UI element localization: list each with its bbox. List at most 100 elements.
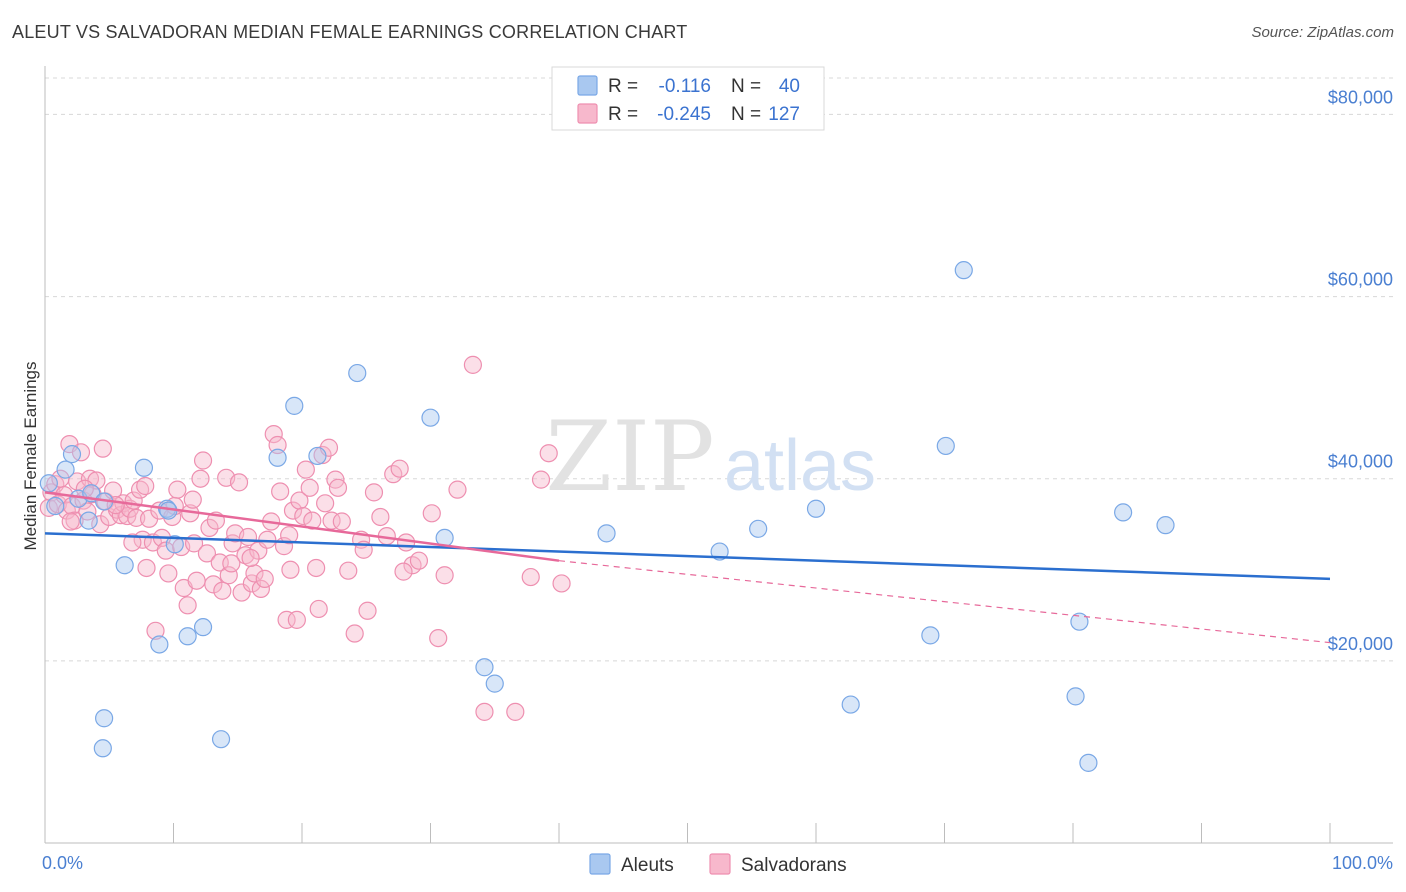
aleut-point — [308, 446, 327, 466]
salvadoran-point — [146, 621, 165, 640]
salvadoran-point — [268, 435, 287, 455]
salvadoran-point — [232, 583, 251, 602]
salvadoran-point — [168, 480, 187, 499]
salvadoran-point — [316, 494, 335, 513]
aleut-point — [749, 519, 768, 538]
aleut-point — [150, 635, 169, 654]
salvadoran-point — [156, 541, 175, 560]
y-tick-label: $80,000 — [1328, 87, 1393, 107]
axes — [44, 66, 1393, 844]
salvadoran-point — [283, 501, 303, 520]
bottom-legend-swatch-aleut — [589, 853, 611, 875]
watermark-atlas: atlas — [724, 426, 876, 506]
aleut-point — [211, 730, 231, 749]
legend-n-value-salvadoran: 127 — [768, 104, 800, 125]
salvadoran-point — [277, 610, 296, 629]
legend-n-value-aleut: 40 — [779, 76, 800, 97]
salvadoran-point — [137, 558, 156, 578]
salvadoran-point — [136, 476, 155, 496]
salvadoran-point — [71, 443, 91, 462]
salvadoran-point — [187, 571, 206, 590]
salvadoran-point — [127, 508, 146, 527]
salvadoran-point — [264, 424, 283, 444]
aleut-point — [348, 363, 367, 383]
aleut-point — [62, 445, 82, 464]
aleut-point — [134, 458, 154, 477]
salvadoran-point — [213, 581, 232, 600]
salvadoran-point — [191, 469, 210, 488]
salvadoran-point — [463, 355, 483, 374]
salvadoran-point — [78, 502, 97, 521]
salvadoran-point — [48, 495, 67, 514]
salvadoran-point — [345, 624, 364, 643]
salvadoran-point — [93, 439, 112, 458]
salvadoran-point — [435, 566, 454, 585]
salvadoran-point — [358, 601, 377, 620]
aleut-point — [93, 739, 112, 758]
salvadoran-point — [200, 518, 219, 537]
bottom-legend-label-salvadoran: Salvadorans — [741, 855, 847, 876]
salvadoran-trend-extension — [558, 560, 1331, 644]
salvadoran-point — [364, 483, 384, 502]
salvadoran-point — [111, 506, 130, 525]
salvadoran-point — [539, 444, 558, 463]
y-axis-title: Median Female Earnings — [21, 362, 40, 551]
salvadoran-point — [332, 512, 351, 531]
aleut-point — [1070, 612, 1089, 631]
y-tick-label: $20,000 — [1328, 634, 1393, 654]
aleut-point — [1066, 687, 1085, 706]
salvadoran-point — [307, 558, 326, 578]
salvadoran-point — [422, 504, 441, 523]
legend-r-label-aleut: R = — [608, 76, 638, 97]
aleut-point — [1114, 503, 1133, 522]
aleut-point — [95, 709, 114, 728]
legend-n-label-aleut: N = — [731, 76, 761, 97]
aleut-point — [285, 396, 304, 415]
salvadoran-point — [281, 560, 300, 579]
aleut-point — [39, 474, 58, 493]
salvadoran-point — [429, 628, 448, 648]
salvadoran-point — [552, 574, 571, 593]
y-tick-label: $60,000 — [1328, 270, 1393, 290]
salvadoran-trend-line — [44, 491, 560, 562]
salvadoran-point — [396, 533, 416, 552]
salvadoran-point — [296, 460, 315, 479]
salvadoran-point — [61, 512, 80, 531]
salvadoran-point — [390, 459, 409, 478]
aleut-point — [936, 436, 955, 456]
salvadoran-point — [183, 490, 202, 509]
aleut-point — [178, 627, 197, 646]
zipatlas-watermark: ZIP atlas — [545, 401, 876, 513]
aleut-point — [475, 658, 494, 677]
salvadoran-point — [371, 507, 390, 527]
salvadoran-point — [280, 526, 299, 545]
salvadoran-point — [178, 596, 197, 615]
legend-n-label-salvadoran: N = — [731, 104, 761, 125]
aleut-point — [115, 556, 134, 575]
aleut-point — [710, 542, 729, 561]
salvadoran-point — [409, 551, 429, 570]
salvadoran-point — [159, 564, 178, 583]
salvadoran-point — [448, 480, 467, 499]
aleut-trend-line — [44, 532, 1331, 581]
trend-lines — [44, 491, 1331, 644]
x-tick-label-right: 100.0% — [1332, 853, 1393, 873]
legend-swatch-salvadoran — [577, 103, 598, 124]
aleut-point — [485, 674, 504, 693]
salvadoran-point — [309, 599, 328, 619]
correlation-legend: R = -0.116 N = 40 R = -0.245 N = 127 — [551, 66, 825, 131]
aleut-point — [46, 496, 65, 516]
salvadoran-point — [197, 544, 217, 563]
salvadoran-point — [521, 567, 540, 587]
salvadoran-point — [39, 498, 58, 517]
salvadoran-point — [241, 548, 260, 568]
aleut-point — [1079, 753, 1098, 772]
salvadoran-point — [258, 530, 277, 549]
aleut-point — [921, 626, 940, 645]
bottom-legend-swatch-salvadoran — [709, 853, 731, 875]
salvadoran-point — [193, 451, 213, 470]
aleut-point — [597, 524, 616, 543]
aleut-point — [1156, 516, 1175, 535]
salvadoran-point — [475, 702, 494, 721]
